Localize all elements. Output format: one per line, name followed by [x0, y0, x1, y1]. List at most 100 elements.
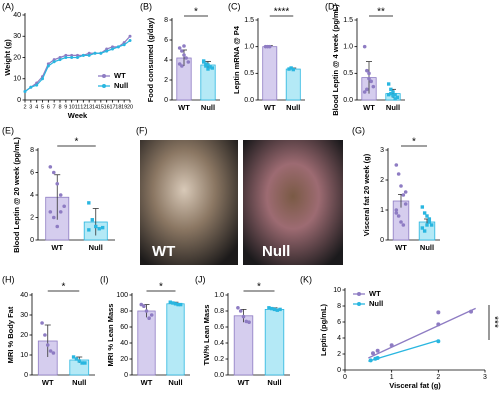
data-point: [208, 65, 212, 69]
fit-line: [368, 339, 439, 362]
x-tick-label: 20: [127, 104, 133, 110]
data-point: [241, 314, 246, 319]
x-tick-label: Null: [286, 103, 300, 112]
data-point: [371, 351, 375, 356]
data-point: [425, 214, 429, 218]
data-point: [436, 310, 441, 315]
data-point: [184, 56, 188, 60]
data-point: [362, 44, 367, 49]
data-point: [238, 309, 243, 313]
data-point: [401, 193, 406, 197]
marker: [64, 56, 68, 59]
data-point: [367, 71, 371, 76]
marker: [81, 53, 85, 57]
x-tick-label: 19: [121, 104, 127, 110]
y-tick-label: 2: [380, 177, 384, 184]
marker: [58, 58, 62, 62]
data-point: [247, 320, 251, 325]
x-axis-title: Visceral fat (g): [389, 381, 441, 390]
y-axis-title: Weight (g): [3, 39, 12, 76]
x-tick-label: 3: [483, 374, 487, 381]
x-tick-label: 15: [98, 104, 104, 110]
y-tick-label: 2: [337, 351, 341, 358]
y-tick-label: 1.0: [244, 44, 254, 51]
y-tick-label: 40: [20, 292, 28, 299]
x-tick-label: 3: [29, 104, 32, 110]
data-point: [267, 306, 271, 310]
photo-wt: [140, 140, 238, 265]
marker: [76, 53, 79, 57]
data-point: [394, 163, 399, 167]
bar: [137, 310, 156, 376]
data-point: [425, 223, 429, 227]
y-tick-label: 4: [337, 335, 341, 342]
bar: [233, 315, 254, 376]
panel-label: (A): [2, 1, 14, 11]
x-tick-label: 4: [35, 104, 38, 110]
legend-label: WT: [369, 289, 381, 298]
significance: *: [257, 282, 261, 293]
y-tick-label: 0.6: [214, 324, 224, 331]
x-tick-label: 2: [436, 374, 440, 381]
y-tick-label: 0: [24, 372, 28, 379]
data-point: [40, 321, 44, 325]
data-point: [287, 67, 291, 71]
y-tick-label: 4: [164, 57, 168, 64]
data-point: [396, 172, 401, 176]
x-tick-label: Null: [201, 103, 215, 112]
x-tick-label: 7: [53, 104, 56, 110]
x-tick-label: Null: [386, 103, 400, 112]
y-tick-label: 0.0: [244, 97, 254, 104]
data-point: [401, 223, 406, 227]
marker: [128, 39, 132, 42]
y-axis-title: MRI % Lean Mass: [106, 304, 115, 367]
y-tick-label: 1: [380, 207, 384, 214]
data-point: [149, 313, 154, 317]
bar: [166, 303, 185, 376]
data-point: [394, 211, 399, 215]
data-point: [391, 94, 395, 98]
data-point: [427, 220, 432, 224]
data-point: [71, 355, 76, 359]
data-point: [55, 224, 60, 229]
y-axis-title: TW/% Lean Mass: [202, 305, 211, 366]
x-tick-label: WT: [264, 103, 276, 112]
legend-marker: [102, 84, 106, 88]
y-tick-label: 80: [120, 308, 128, 315]
y-tick-label: 1.5: [343, 17, 353, 24]
y-tick-label: 0: [164, 97, 168, 104]
photo-label: WT: [152, 243, 175, 260]
legend-label: Null: [114, 81, 128, 90]
legend-marker: [357, 302, 361, 306]
y-tick-label: 3: [380, 147, 384, 154]
panel-label: (C): [228, 1, 241, 11]
y-tick-label: 10: [20, 352, 28, 359]
significance: *: [159, 282, 163, 293]
y-tick-label: 10: [13, 76, 21, 83]
data-point: [371, 84, 376, 89]
marker: [128, 34, 132, 38]
y-tick-label: 40: [13, 12, 21, 19]
marker: [76, 56, 79, 59]
y-tick-label: 8: [30, 147, 34, 154]
data-point: [267, 44, 272, 49]
x-tick-label: 5: [41, 104, 44, 110]
photo-label: Null: [262, 243, 290, 260]
y-axis-title: Blood Leptin @ 4 week (pg/mL): [331, 4, 340, 116]
data-point: [48, 165, 53, 169]
data-point: [87, 201, 91, 205]
y-tick-label: 20: [13, 54, 21, 61]
data-point: [97, 227, 101, 231]
x-tick-label: Null: [267, 378, 281, 387]
x-tick-label: Null: [168, 378, 182, 387]
data-point: [403, 202, 408, 206]
x-tick-label: Null: [72, 378, 86, 387]
data-point: [393, 97, 397, 101]
marker: [116, 45, 120, 49]
data-point: [62, 204, 66, 209]
data-point: [270, 306, 274, 311]
data-point: [278, 307, 282, 312]
y-tick-label: 60: [120, 324, 128, 331]
data-point: [236, 306, 240, 310]
marker: [46, 64, 50, 68]
